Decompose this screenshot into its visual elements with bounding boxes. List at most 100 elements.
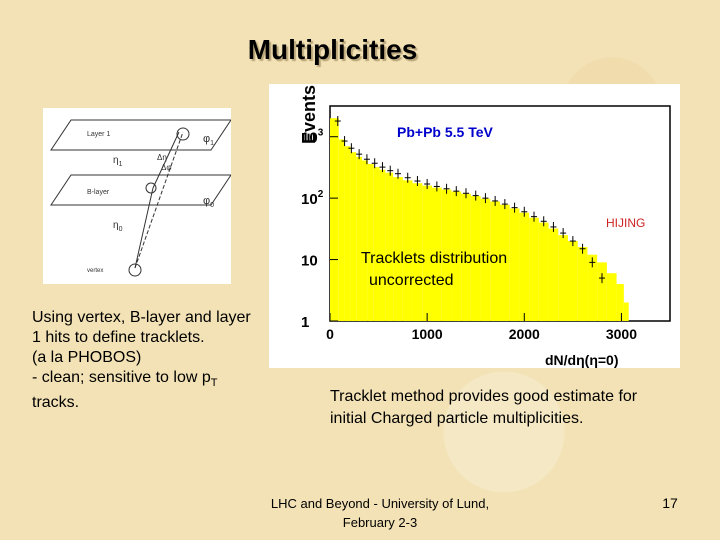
hijing-bin bbox=[568, 241, 578, 321]
left-text-line-1: Using vertex, B-layer and layer bbox=[32, 309, 251, 326]
pt-subscript: T bbox=[210, 377, 218, 390]
data-point bbox=[511, 202, 518, 213]
data-point bbox=[501, 199, 508, 210]
annotation-line-2: uncorrected bbox=[369, 272, 454, 289]
hijing-bin bbox=[379, 169, 386, 321]
left-text-block: Using vertex, B-layer and layer 1 hits t… bbox=[32, 308, 282, 413]
data-point bbox=[599, 273, 605, 284]
data-point bbox=[531, 211, 537, 222]
hijing-bin bbox=[519, 212, 530, 321]
hijing-bin bbox=[470, 196, 481, 321]
track-line-dashed bbox=[134, 131, 184, 269]
blayer-hit bbox=[145, 182, 157, 194]
data-point bbox=[453, 186, 460, 197]
x-tick-label: 3000 bbox=[606, 326, 637, 342]
dphi-label: Δφ bbox=[161, 163, 172, 172]
tracklet-diagram: Layer 1 B-layer φ1 φ0 η1 η0 Δη Δφ vertex bbox=[43, 108, 232, 284]
left-text-line-2: 1 hits to define tracklets. bbox=[32, 329, 205, 346]
page-number: 17 bbox=[662, 495, 678, 511]
hijing-bin bbox=[350, 152, 357, 321]
right-text-block: Tracklet method provides good estimate f… bbox=[330, 386, 690, 430]
eta1-label: η1 bbox=[113, 155, 123, 168]
slide-title: Multiplicities bbox=[247, 34, 418, 65]
hijing-bin bbox=[623, 302, 629, 321]
y-tick-label: 1 bbox=[301, 314, 309, 331]
deta-label: Δη bbox=[157, 153, 167, 162]
hijing-bin bbox=[587, 254, 598, 321]
left-text-line-3: (a la PHOBOS) bbox=[32, 349, 142, 366]
vertex-point bbox=[128, 263, 142, 277]
hijing-bin bbox=[538, 222, 549, 321]
data-point bbox=[433, 181, 440, 192]
left-text-line-4: - clean; sensitive to low pT bbox=[32, 369, 218, 390]
track-line-outer bbox=[152, 131, 180, 189]
data-point bbox=[379, 162, 386, 173]
y-axis-label: Events bbox=[299, 85, 319, 144]
left-text-line-5: tracks. bbox=[32, 394, 80, 412]
data-point bbox=[579, 243, 586, 254]
data-point bbox=[540, 216, 547, 227]
data-point bbox=[387, 165, 394, 176]
hijing-bin bbox=[373, 167, 380, 321]
hijing-bin bbox=[330, 118, 339, 321]
data-point bbox=[356, 149, 363, 160]
y-tick-label: 10 bbox=[301, 253, 318, 270]
hijing-bin bbox=[461, 193, 471, 321]
data-point bbox=[472, 190, 479, 201]
x-axis-ticks: 0 1000 2000 3000 bbox=[326, 313, 637, 342]
data-point bbox=[482, 193, 489, 204]
phi0-label: φ0 bbox=[203, 195, 214, 209]
hijing-bin bbox=[356, 156, 363, 321]
x-tick-label: 2000 bbox=[509, 326, 540, 342]
layer1-label: Layer 1 bbox=[87, 131, 110, 138]
hijing-bin bbox=[558, 235, 568, 321]
data-point bbox=[363, 154, 370, 165]
data-point bbox=[463, 188, 469, 199]
vertex-label: vertex bbox=[87, 268, 103, 274]
hijing-histogram bbox=[330, 118, 629, 321]
hijing-bin bbox=[362, 160, 368, 321]
x-tick-label: 0 bbox=[326, 326, 334, 342]
layer1-hit bbox=[176, 127, 190, 141]
chart-title: Pb+Pb 5.5 TeV bbox=[397, 124, 493, 140]
data-point bbox=[414, 176, 421, 187]
hijing-bin bbox=[432, 187, 442, 321]
hijing-bin bbox=[577, 247, 588, 321]
data-point bbox=[521, 206, 528, 217]
y-tick-label: 102 bbox=[301, 189, 324, 208]
hijing-bin bbox=[422, 185, 432, 321]
data-point bbox=[492, 195, 499, 206]
blayer-plane bbox=[50, 174, 232, 206]
data-point bbox=[424, 178, 431, 189]
data-points bbox=[334, 116, 605, 284]
phi1-label: φ1 bbox=[203, 133, 214, 147]
hijing-bin bbox=[597, 262, 607, 321]
data-point bbox=[589, 257, 596, 268]
layer1-plane bbox=[50, 119, 232, 151]
hijing-bin bbox=[500, 204, 510, 321]
hijing-bin bbox=[480, 198, 491, 321]
hijing-bin bbox=[529, 217, 539, 321]
data-point bbox=[334, 116, 341, 127]
hijing-bin bbox=[490, 201, 500, 321]
data-point bbox=[404, 172, 411, 183]
hijing-bin bbox=[509, 208, 520, 321]
data-point bbox=[443, 183, 450, 194]
footer-line-2: February 2-3 bbox=[342, 515, 418, 530]
hijing-bin bbox=[385, 172, 394, 321]
track-line-inner bbox=[134, 187, 154, 269]
hijing-bin bbox=[338, 139, 345, 321]
data-point bbox=[341, 136, 348, 147]
hijing-bin bbox=[367, 163, 374, 321]
x-axis-label: dN/dη(η=0) bbox=[545, 352, 619, 368]
hijing-bin bbox=[402, 180, 413, 321]
hijing-bin bbox=[616, 284, 624, 321]
hijing-bin bbox=[393, 177, 403, 321]
right-text-line-1: Tracklet method provides good estimate f… bbox=[330, 388, 638, 405]
blayer-label: B-layer bbox=[87, 189, 110, 196]
tracklet-diagram-svg: Layer 1 B-layer φ1 φ0 η1 η0 Δη Δφ vertex bbox=[50, 119, 232, 277]
eta0-label: η0 bbox=[113, 220, 123, 233]
right-text-line-2: initial Charged particle multiplicities. bbox=[330, 410, 584, 427]
